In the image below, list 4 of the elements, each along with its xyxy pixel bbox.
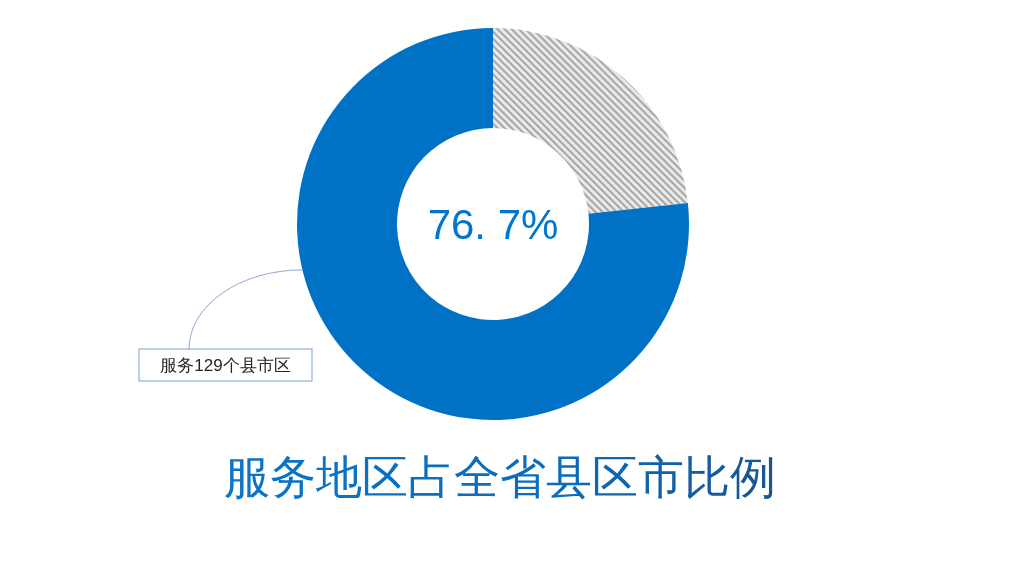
donut-slice xyxy=(297,28,689,420)
text: 76. 7% xyxy=(427,201,559,248)
text: 服务地区占全省县区市比例 xyxy=(224,451,776,503)
slice-label: 服务129个县市区 xyxy=(160,356,291,375)
